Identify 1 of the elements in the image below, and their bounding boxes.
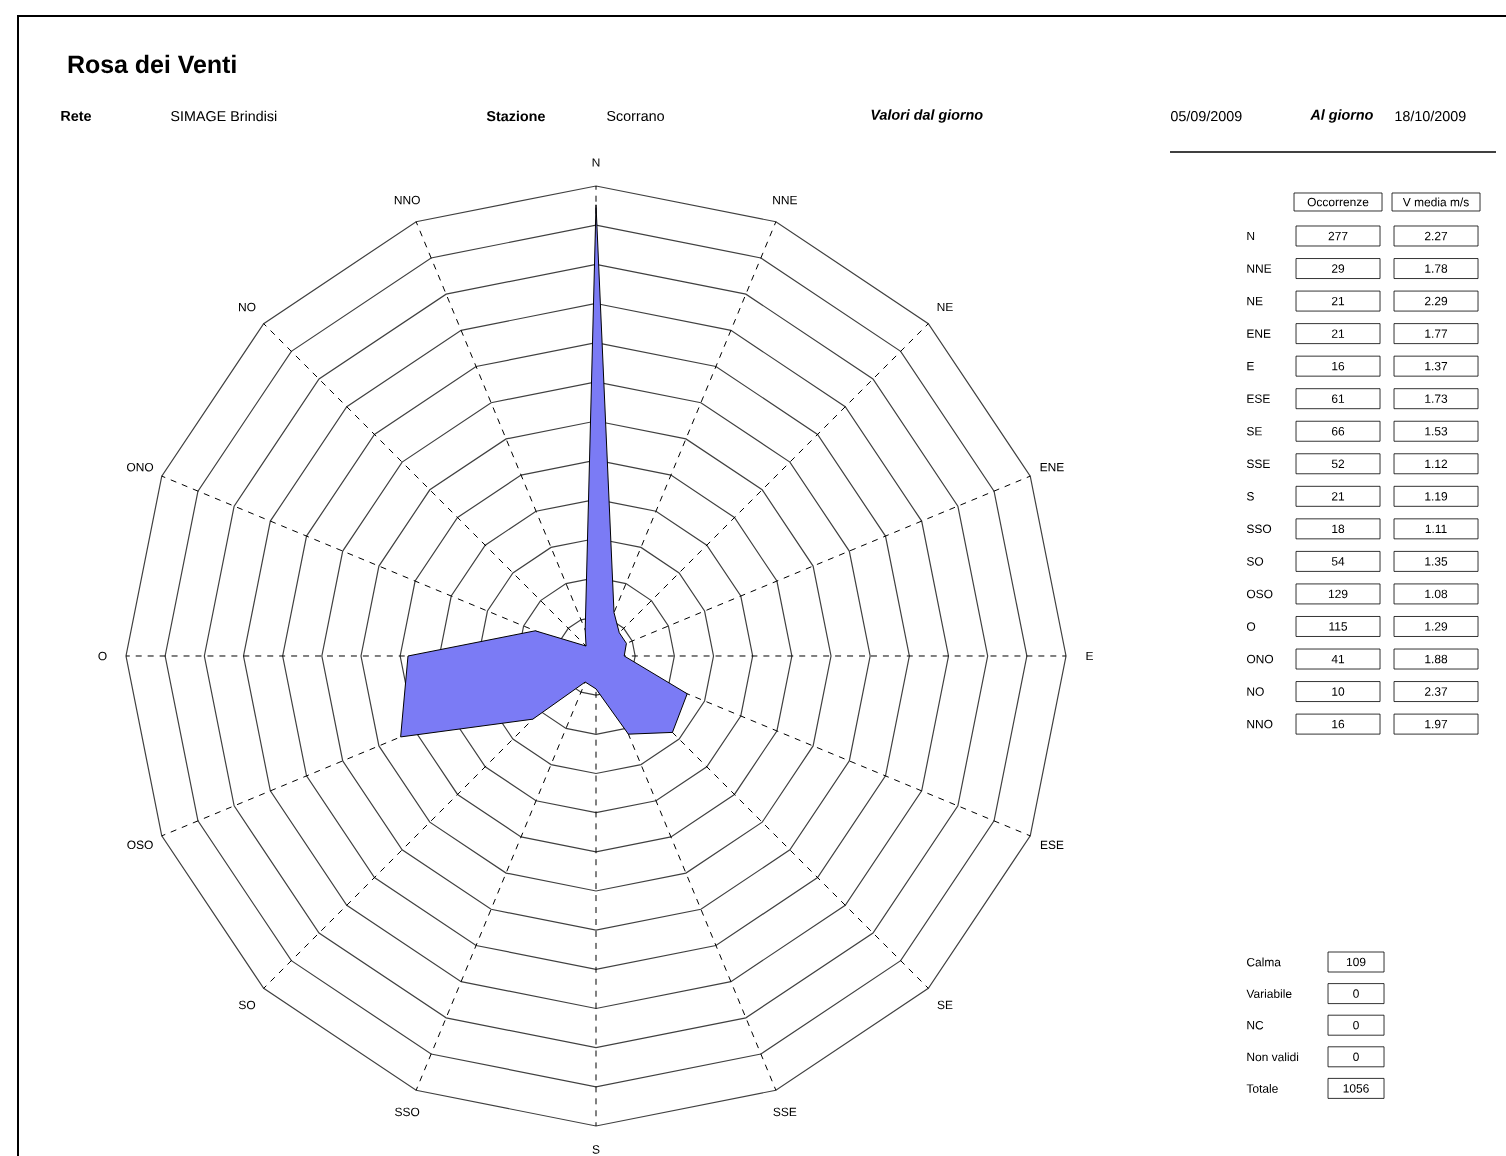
- chart-title: Rosa dei Venti: [68, 54, 236, 74]
